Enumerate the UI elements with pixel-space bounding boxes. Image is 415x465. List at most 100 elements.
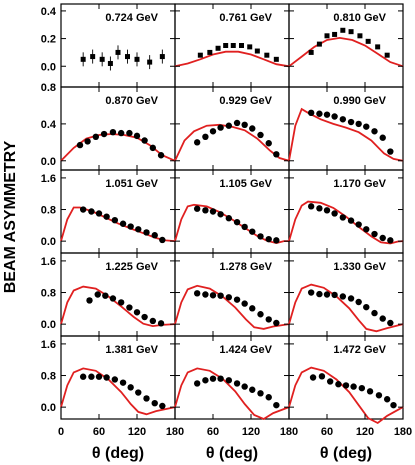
data-point xyxy=(103,213,110,220)
data-point xyxy=(247,44,253,50)
panel-11: 1.278 GeV xyxy=(174,252,290,337)
y-tick-label: 1.6 xyxy=(41,256,56,268)
data-point xyxy=(339,214,347,221)
panel-energy-label: 0.810 GeV xyxy=(333,12,386,24)
panel-12: 1.330 GeV xyxy=(288,252,404,337)
data-point xyxy=(366,388,374,395)
theory-curve xyxy=(288,36,404,68)
data-point xyxy=(225,294,233,301)
data-point xyxy=(347,217,355,224)
data-point xyxy=(119,379,127,386)
data-point xyxy=(387,148,394,155)
panel-15: 1.472 GeV 60 120 180 xyxy=(288,335,412,438)
panel-energy-label: 1.381 GeV xyxy=(105,344,158,356)
data-point xyxy=(127,223,134,230)
data-point xyxy=(233,380,241,387)
data-point xyxy=(157,152,165,159)
x-axis-title-col3: θ (deg) xyxy=(320,445,372,462)
data-point xyxy=(119,220,127,227)
y-tick-label: 0.8 xyxy=(41,371,56,383)
data-point xyxy=(111,216,119,224)
x-axis-title-col1: θ (deg) xyxy=(92,445,144,462)
panel-energy-label: 1.051 GeV xyxy=(105,178,158,190)
data-point xyxy=(95,210,103,217)
data-point xyxy=(375,44,381,50)
data-point xyxy=(379,234,386,242)
y-tick-label: 0.8 xyxy=(41,82,56,94)
panel-energy-label: 0.724 GeV xyxy=(105,12,158,24)
panel-3: 0.810 GeV xyxy=(288,3,404,88)
data-point xyxy=(390,401,397,409)
panel-4: 0.870 GeV 0.8 0.4 0.0 xyxy=(41,82,176,171)
data-point xyxy=(133,132,141,140)
y-tick-label: 0.0 xyxy=(41,319,56,331)
panel-energy-label: 0.870 GeV xyxy=(105,95,158,107)
data-point xyxy=(95,373,103,380)
data-point xyxy=(316,290,323,298)
data-point xyxy=(273,56,279,62)
panel-10: 1.225 GeV 1.6 0.8 0.0 xyxy=(41,252,176,337)
data-point xyxy=(100,130,108,138)
data-point xyxy=(257,131,264,139)
data-point xyxy=(241,223,248,231)
x-tick-label: 120 xyxy=(356,426,374,438)
data-point xyxy=(202,207,209,214)
panel-frame xyxy=(288,335,404,420)
x-tick-label: 60 xyxy=(93,426,105,438)
data-point xyxy=(273,401,280,409)
data-point xyxy=(331,291,338,299)
theory-curve xyxy=(60,285,176,328)
data-point xyxy=(365,38,371,44)
data-point xyxy=(209,292,217,299)
data-point xyxy=(241,383,248,390)
panel-energy-label: 1.105 GeV xyxy=(219,178,272,190)
data-point xyxy=(207,49,213,55)
data-point xyxy=(157,320,165,327)
data-point xyxy=(209,208,217,215)
x-tick-label: 180 xyxy=(394,426,412,438)
data-point xyxy=(384,52,390,58)
data-point xyxy=(355,298,362,306)
y-tick-label: 0.0 xyxy=(41,236,56,248)
data-point xyxy=(332,31,338,37)
data-point xyxy=(159,402,166,410)
data-point xyxy=(340,27,346,33)
theory-curve xyxy=(174,284,290,330)
data-point xyxy=(387,237,394,244)
x-tick-label: 60 xyxy=(207,426,219,438)
panel-9: 1.170 GeV xyxy=(288,169,404,254)
data-point xyxy=(309,374,317,381)
data-point xyxy=(149,317,157,325)
data-point xyxy=(233,296,241,303)
data-point xyxy=(102,292,109,299)
data-point xyxy=(109,295,117,302)
y-tick-label: 0.0 xyxy=(41,61,56,73)
data-point xyxy=(323,291,331,298)
panel-energy-label: 1.330 GeV xyxy=(333,261,386,273)
data-point xyxy=(94,291,101,298)
x-tick-label: 180 xyxy=(280,426,298,438)
data-point xyxy=(265,140,272,147)
data-point xyxy=(135,226,142,233)
data-point xyxy=(193,290,201,297)
y-tick-label: 0.4 xyxy=(41,6,57,18)
data-point xyxy=(326,378,334,385)
data-point xyxy=(197,52,203,58)
y-axis-title: BEAM ASYMMETRY xyxy=(2,140,19,293)
data-point xyxy=(225,215,233,222)
data-point xyxy=(323,207,331,214)
theory-curve xyxy=(60,206,176,242)
data-point xyxy=(355,120,362,128)
data-point xyxy=(223,43,229,48)
data-point xyxy=(241,121,248,129)
data-point xyxy=(371,230,378,238)
data-point xyxy=(257,311,264,318)
data-point xyxy=(257,390,264,397)
theory-curve xyxy=(174,203,289,245)
panel-14: 1.424 GeV 60 120 180 xyxy=(174,335,298,438)
data-point xyxy=(379,315,386,322)
data-point xyxy=(88,373,95,380)
data-point xyxy=(141,313,148,321)
theory-curve xyxy=(288,107,404,162)
data-point xyxy=(379,134,386,141)
